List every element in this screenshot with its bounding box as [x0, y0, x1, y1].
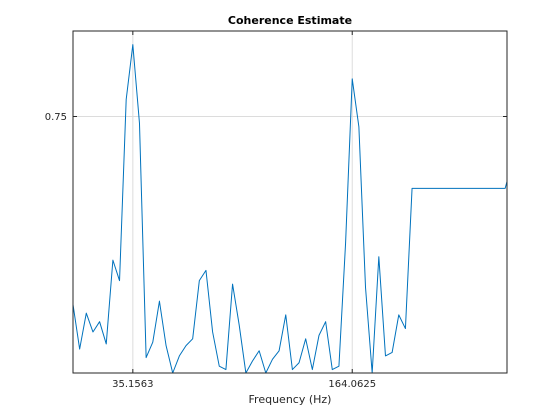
ticks: 35.1563 164.0625 0.75: [45, 31, 507, 390]
x-tick-label: 164.0625: [328, 379, 376, 390]
chart-title: Coherence Estimate: [228, 14, 352, 27]
x-axis-label: Frequency (Hz): [249, 393, 332, 406]
axes-box: [72, 30, 508, 374]
x-tick-label: 35.1563: [112, 379, 153, 390]
series-layer: [72, 44, 508, 374]
plot-area: [73, 31, 507, 373]
coherence-series-line: [72, 44, 508, 374]
y-tick-label: 0.75: [45, 112, 67, 123]
